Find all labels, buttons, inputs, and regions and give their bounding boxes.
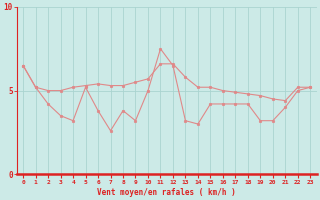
X-axis label: Vent moyen/en rafales ( km/h ): Vent moyen/en rafales ( km/h ) bbox=[97, 188, 236, 197]
